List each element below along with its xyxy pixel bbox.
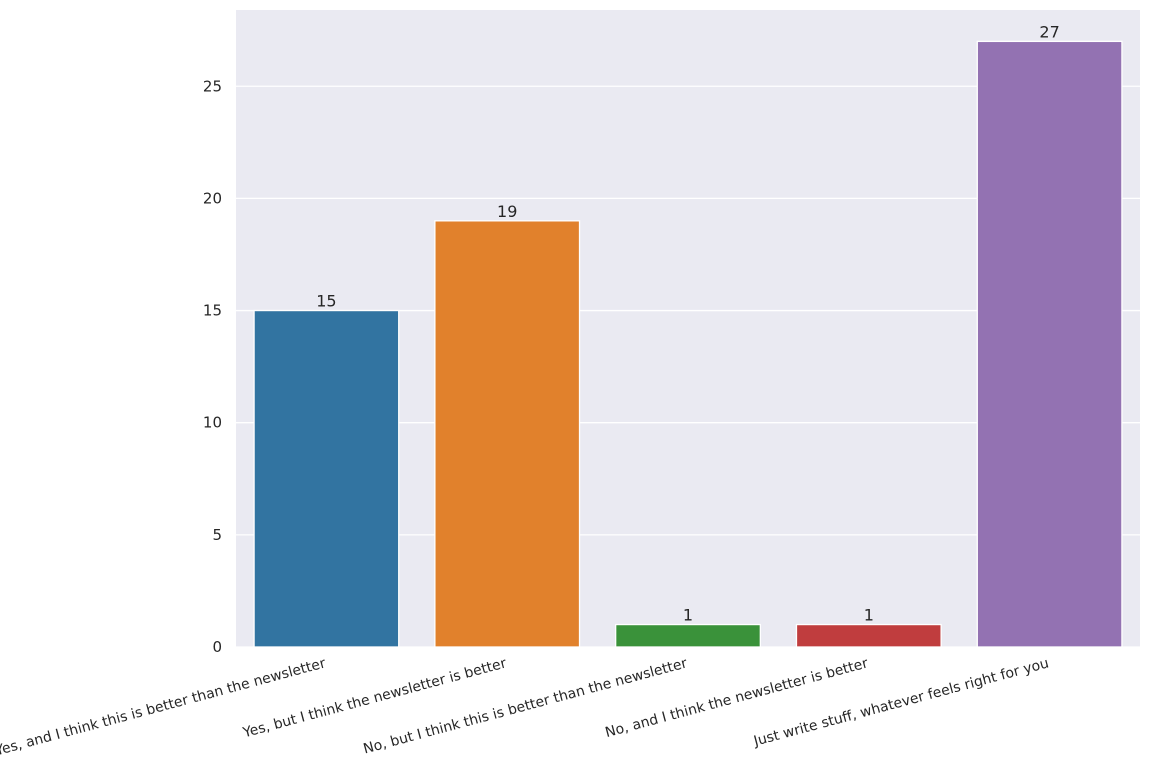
bar bbox=[253, 309, 400, 648]
y-tick-label: 25 bbox=[203, 77, 222, 95]
value-label: 27 bbox=[1039, 22, 1059, 41]
bar bbox=[434, 220, 581, 648]
x-tick-label: No, but I think this is better than the … bbox=[362, 655, 690, 757]
value-label: 19 bbox=[497, 202, 517, 221]
y-tick-label: 20 bbox=[203, 189, 222, 207]
x-tick-label: Yes, and I think this is better than the… bbox=[0, 655, 328, 759]
value-label: 15 bbox=[316, 292, 336, 311]
y-tick-label: 15 bbox=[203, 302, 222, 320]
y-tick-label: 0 bbox=[212, 638, 222, 656]
value-label: 1 bbox=[683, 606, 693, 625]
y-tick-label: 10 bbox=[203, 414, 222, 432]
bar bbox=[976, 40, 1123, 648]
y-tick-label: 5 bbox=[212, 526, 222, 544]
x-tick-label: Just write stuff, whatever feels right f… bbox=[751, 655, 1050, 750]
bar bbox=[795, 623, 942, 648]
bar bbox=[615, 623, 761, 648]
value-label: 1 bbox=[864, 606, 874, 625]
